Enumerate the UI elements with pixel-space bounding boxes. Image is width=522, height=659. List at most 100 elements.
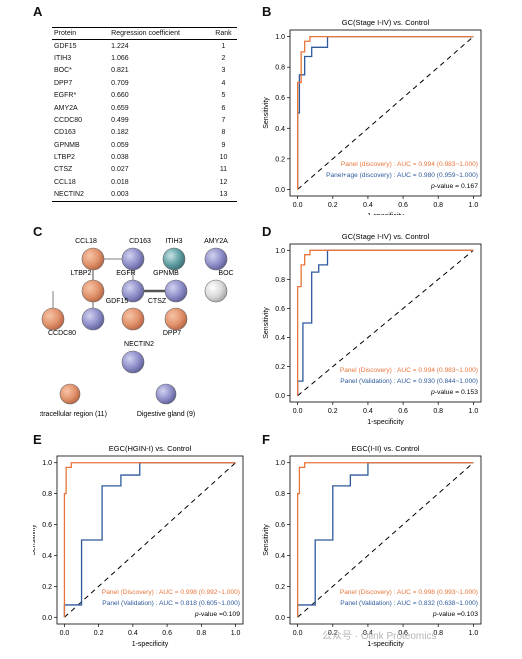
- x-tick-label: 0.8: [433, 408, 443, 415]
- table-cell-rank: 1: [221, 42, 226, 50]
- roc-curve-series-0: [63, 462, 236, 618]
- table-header-protein: Protein: [52, 27, 98, 40]
- y-tick-label: 0.0: [275, 187, 285, 194]
- network-node: [164, 279, 188, 303]
- legend-auc-label: Panel (Discovery) : AUC = 0.998 (0.992~1…: [102, 589, 240, 596]
- p-value-label: p-value =0.109: [194, 611, 240, 618]
- legend-auc-label: Panel (Validation) : AUC = 0.930 (0.844~…: [340, 378, 478, 385]
- y-axis-label: Sensitivity: [263, 307, 270, 339]
- table-row: GDF15 1.224 1: [52, 40, 237, 53]
- legend-auc-label: Panel (Validation) : AUC = 0.832 (0.638~…: [340, 600, 478, 607]
- network-node-label: AMY2A: [204, 238, 228, 245]
- table-cell-coefficient: 0.027: [111, 166, 129, 174]
- table-row: CD163 0.182 8: [52, 127, 237, 139]
- table-cell-protein: EGFR*: [54, 92, 77, 100]
- x-tick-label: 0.4: [128, 630, 138, 637]
- y-axis-label: Sensitivity: [263, 97, 270, 129]
- x-tick-label: 0.0: [60, 630, 70, 637]
- table-row: CTSZ 0.027 11: [52, 164, 237, 176]
- table-row: ITIH3 1.066 2: [52, 52, 237, 64]
- panel-label-d: D: [262, 224, 272, 239]
- legend-auc-label: Panel+age (discovery) : AUC = 0.980 (0.9…: [326, 172, 478, 179]
- y-tick-label: 1.0: [275, 460, 285, 467]
- y-axis-label: Sensitivity: [263, 524, 270, 556]
- table-cell-protein: BOC*: [54, 67, 72, 75]
- table-cell-coefficient: 1.224: [111, 42, 129, 50]
- roc-curve-series-1: [296, 35, 474, 190]
- y-tick-label: 0.8: [275, 65, 285, 72]
- table-row: DPP7 0.709 4: [52, 77, 237, 89]
- legend-label: Extracellular region (11): [40, 411, 107, 418]
- y-tick-label: 0.4: [275, 126, 285, 133]
- x-tick-label: 0.6: [398, 630, 408, 637]
- table-header-rank: Rank: [209, 27, 237, 40]
- table-cell-coefficient: 0.018: [111, 178, 129, 186]
- x-tick-label: 0.4: [363, 630, 373, 637]
- y-tick-label: 1.0: [275, 34, 285, 41]
- p-value-label: p-value = 0.153: [430, 389, 478, 396]
- roc-curve-series-1: [296, 249, 474, 396]
- x-tick-label: 0.0: [293, 408, 303, 415]
- table-row: NECTIN2 0.003 13: [52, 188, 237, 202]
- legend-label: Digestive gland (9): [137, 411, 195, 418]
- panel-label-f: F: [262, 432, 270, 447]
- table-cell-protein: DPP7: [54, 79, 73, 87]
- network-node: [121, 247, 145, 271]
- network-node-label: DPP7: [163, 330, 181, 337]
- x-tick-label: 0.6: [162, 630, 172, 637]
- x-axis-label: 1-specificity: [367, 641, 404, 648]
- x-tick-label: 0.8: [196, 630, 206, 637]
- legend-swatch: [155, 383, 177, 405]
- network-node: [121, 279, 145, 303]
- x-tick-label: 0.4: [363, 202, 373, 209]
- network-node-label: EGFR: [116, 270, 135, 277]
- plot-frame: [289, 29, 482, 197]
- x-tick-label: 1.0: [468, 202, 478, 209]
- panel-label-b: B: [262, 4, 272, 19]
- network-node: [164, 307, 188, 331]
- network-node-label: ITIH3: [165, 238, 182, 245]
- network-node: [204, 247, 228, 271]
- table-cell-protein: ITIH3: [54, 55, 72, 63]
- network-node-label: NECTIN2: [124, 341, 154, 348]
- x-tick-label: 0.2: [328, 202, 338, 209]
- network-node: [81, 279, 105, 303]
- legend-swatch: [59, 383, 81, 405]
- table-cell-protein: AMY2A: [54, 104, 78, 112]
- table-cell-rank: 5: [221, 92, 226, 100]
- x-tick-label: 1.0: [231, 630, 241, 637]
- x-axis-label: 1-specificity: [132, 641, 169, 648]
- p-value-label: p-value =0.103: [432, 611, 478, 618]
- plot-frame: [56, 455, 244, 625]
- x-tick-label: 1.0: [468, 630, 478, 637]
- y-tick-label: 0.4: [275, 553, 285, 560]
- y-tick-label: 0.6: [275, 306, 285, 313]
- table-cell-rank: 12: [219, 178, 228, 186]
- table-header-row: Protein Regression coefficient Rank: [52, 27, 237, 40]
- x-tick-label: 0.2: [94, 630, 104, 637]
- network-node: [81, 307, 105, 331]
- roc-curve-series-0: [296, 462, 474, 618]
- roc-chart-e: EGC(HGIN-I) vs. Control 0.0 0.0 0.2 0.2 0.4 0.…: [33, 444, 244, 648]
- y-tick-label: 0.6: [42, 522, 52, 529]
- network-node-label: BOC: [218, 270, 233, 277]
- x-tick-label: 0.6: [398, 408, 408, 415]
- y-tick-label: 1.0: [275, 248, 285, 255]
- table-header-coefficient: Regression coefficient: [97, 27, 210, 40]
- x-tick-label: 0.0: [293, 630, 303, 637]
- table-row: CCL18 0.018 12: [52, 176, 237, 188]
- x-tick-label: 0.4: [363, 408, 373, 415]
- table-cell-rank: 6: [221, 104, 226, 112]
- table-cell-protein: GDF15: [54, 42, 77, 50]
- y-tick-label: 0.6: [275, 95, 285, 102]
- chart-title: GC(Stage I-IV) vs. Control: [342, 18, 430, 27]
- network-node-label: CTSZ: [148, 298, 167, 305]
- y-tick-label: 0.0: [275, 393, 285, 400]
- legend-auc-label: Panel (discovery) : AUC = 0.994 (0.983~1…: [341, 161, 478, 168]
- y-tick-label: 0.0: [275, 615, 285, 622]
- chart-title: EGC(I-II) vs. Control: [352, 444, 420, 453]
- y-tick-label: 0.4: [275, 335, 285, 342]
- table-cell-coefficient: 0.499: [111, 116, 129, 124]
- chart-title: EGC(HGIN-I) vs. Control: [109, 444, 192, 453]
- table-cell-protein: CCDC80: [54, 116, 83, 124]
